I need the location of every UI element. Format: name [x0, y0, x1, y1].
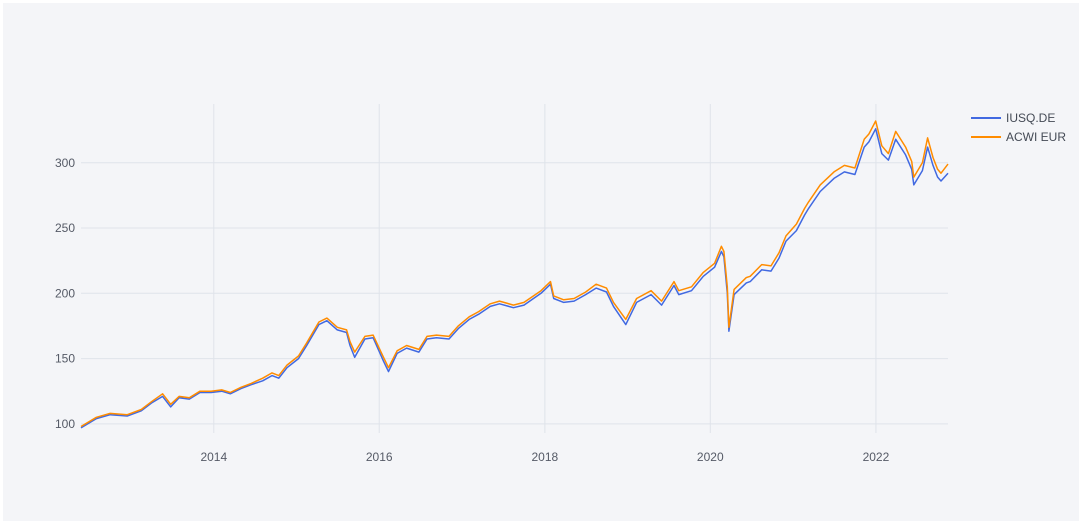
y-tick-label: 250: [55, 221, 75, 235]
x-tick-label: 2018: [532, 450, 559, 464]
x-tick-label: 2020: [697, 450, 724, 464]
y-tick-label: 300: [55, 156, 75, 170]
series-line-acwi-eur[interactable]: [80, 120, 949, 428]
x-tick-label: 2022: [863, 450, 890, 464]
chart-panel: 2014 2016 2018 2020 2022 100 150 200 250 300 IUS…: [3, 3, 1079, 521]
series-lines: [80, 120, 949, 429]
series-line-iusq-de[interactable]: [80, 128, 949, 429]
x-tick-label: 2014: [200, 450, 227, 464]
y-tick-label: 200: [55, 286, 75, 300]
legend[interactable]: IUSQ.DE ACWI EUR: [971, 111, 1066, 144]
legend-label: ACWI EUR: [1006, 130, 1066, 144]
x-axis: 2014 2016 2018 2020 2022: [200, 450, 889, 464]
x-tick-label: 2016: [366, 450, 393, 464]
gridlines: [81, 104, 948, 433]
y-tick-label: 150: [55, 352, 75, 366]
y-axis: 100 150 200 250 300: [55, 156, 75, 431]
y-tick-label: 100: [55, 417, 75, 431]
line-chart: 2014 2016 2018 2020 2022 100 150 200 250 300 IUS…: [55, 104, 1066, 464]
legend-item[interactable]: IUSQ.DE: [971, 111, 1055, 125]
legend-label: IUSQ.DE: [1006, 111, 1055, 125]
legend-item[interactable]: ACWI EUR: [971, 130, 1066, 144]
